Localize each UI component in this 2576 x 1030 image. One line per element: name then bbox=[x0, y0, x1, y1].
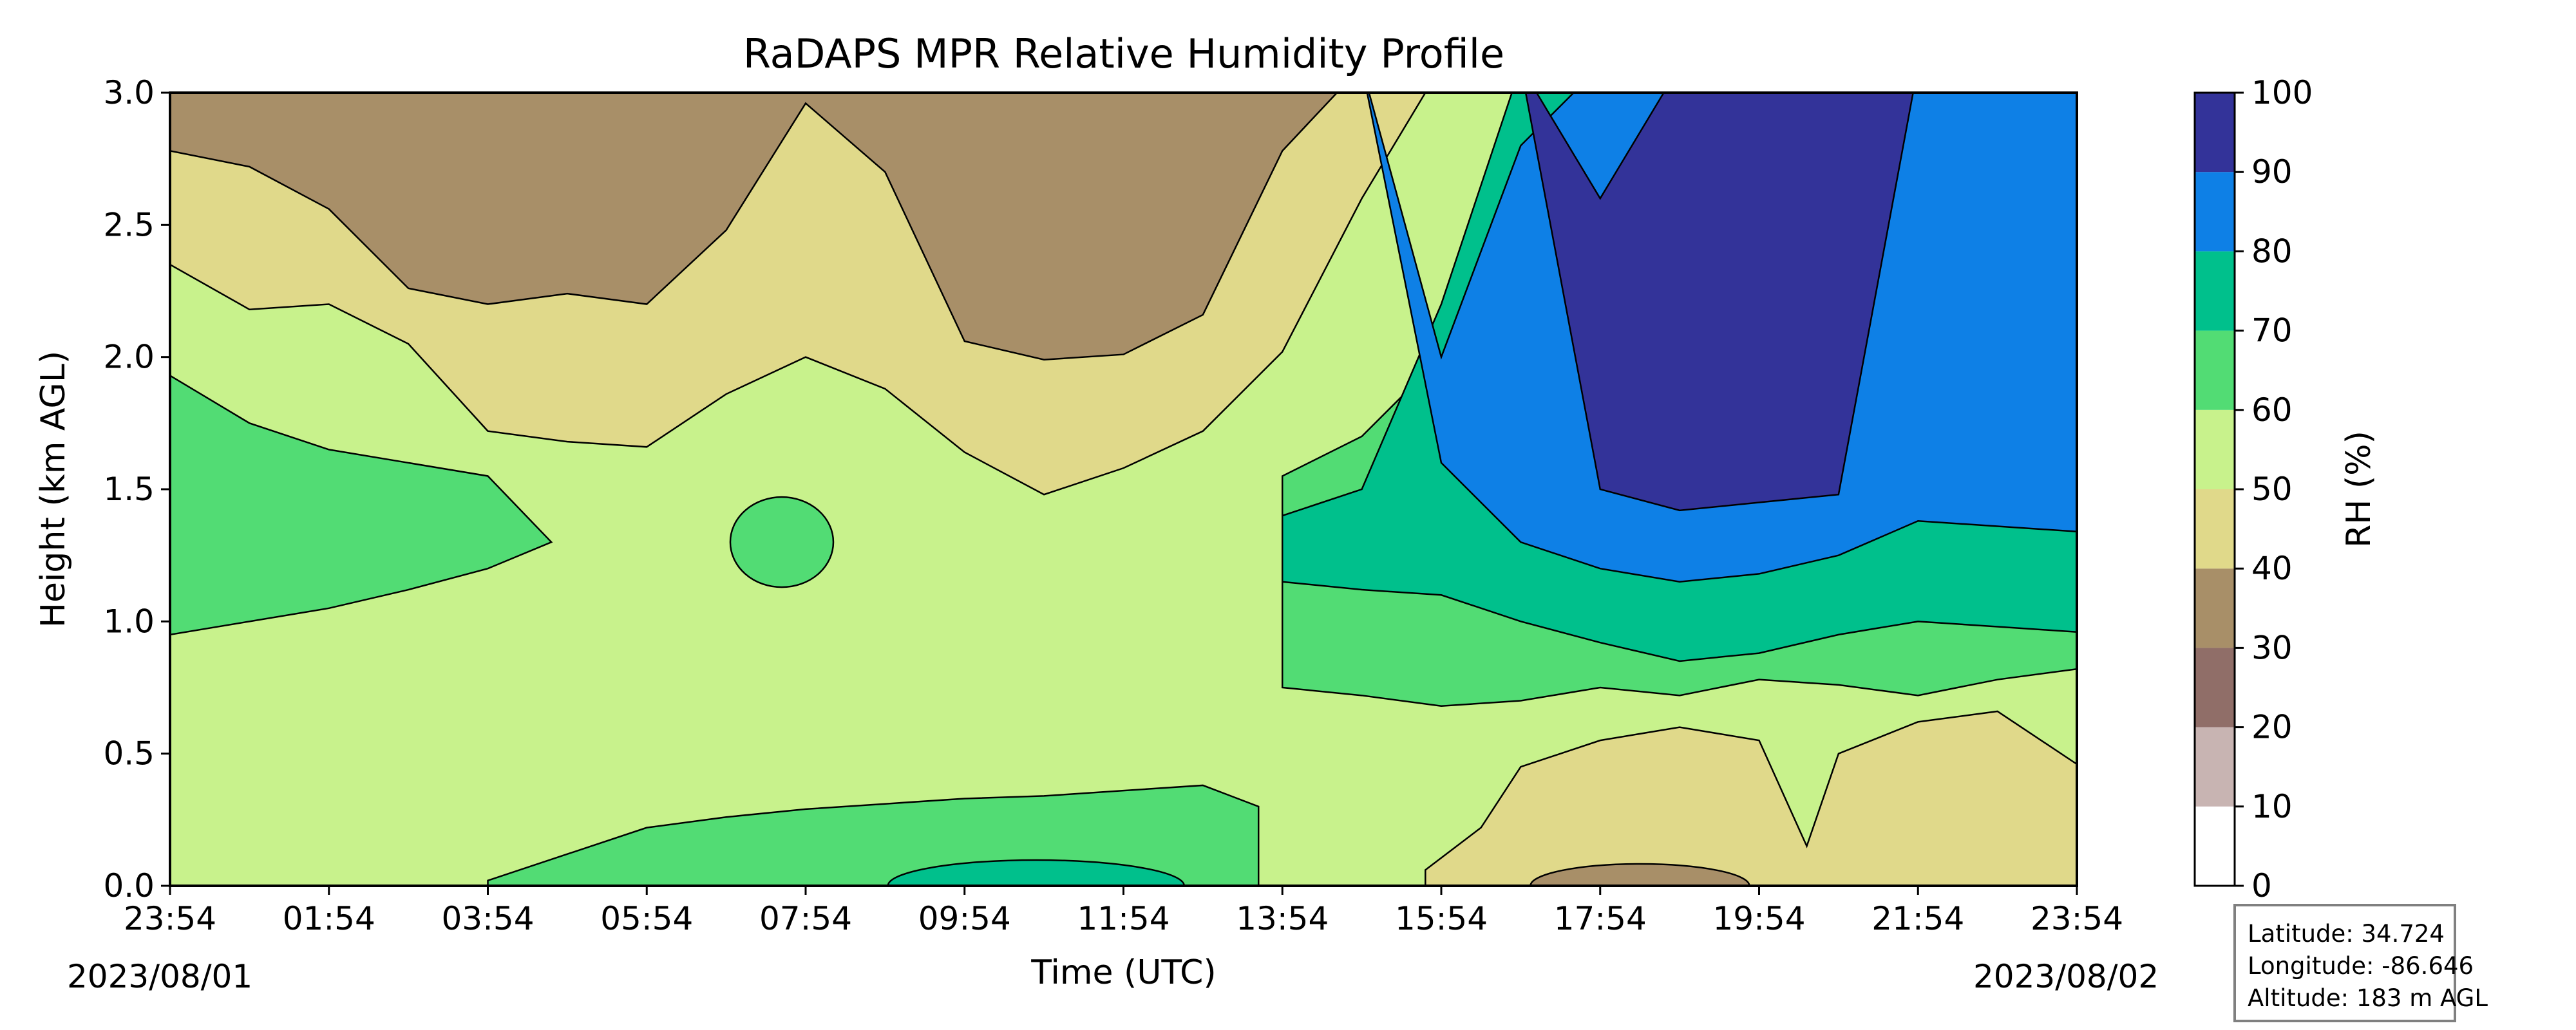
rh-island-60-70 bbox=[729, 496, 835, 588]
colorbar: 0 10 20 30 40 50 60 70 80 90 100 bbox=[2193, 74, 2313, 904]
x-tick-label: 17:54 bbox=[1554, 900, 1647, 937]
colorbar-tick-label: 80 bbox=[2251, 232, 2293, 270]
colorbar-label: RH (%) bbox=[2340, 431, 2378, 548]
y-tick-label: 2.5 bbox=[103, 206, 155, 243]
y-tick-label: 1.5 bbox=[103, 471, 155, 508]
x-tick-label: 01:54 bbox=[283, 900, 375, 937]
rh-band-40-50-surface bbox=[1425, 710, 2077, 886]
colorbar-segment bbox=[2195, 409, 2235, 489]
colorbar-tick-label: 50 bbox=[2251, 471, 2293, 508]
y-tick-label: 3.0 bbox=[103, 74, 155, 111]
rh-band-30-40 bbox=[170, 93, 1338, 361]
x-tick-label: 03:54 bbox=[441, 900, 534, 937]
chart-title: RaDAPS MPR Relative Humidity Profile bbox=[743, 30, 1504, 77]
colorbar-tick-label: 0 bbox=[2251, 867, 2272, 904]
x-tick-label: 09:54 bbox=[918, 900, 1011, 937]
colorbar-tick-label: 70 bbox=[2251, 312, 2293, 350]
plot-area bbox=[170, 93, 2077, 886]
x-tick-label: 13:54 bbox=[1236, 900, 1329, 937]
y-tick-label: 2.0 bbox=[103, 339, 155, 376]
x-tick-label: 07:54 bbox=[759, 900, 852, 937]
x-tick-label: 15:54 bbox=[1395, 900, 1488, 937]
colorbar-segment bbox=[2195, 806, 2235, 886]
y-axis: 0.0 0.5 1.0 1.5 2.0 2.5 3.0 bbox=[103, 74, 170, 904]
colorbar-segment bbox=[2195, 330, 2235, 410]
rh-band-60-70-left bbox=[170, 374, 553, 636]
colorbar-tick-label: 40 bbox=[2251, 550, 2293, 587]
latitude-text: Latitude: 34.724 bbox=[2248, 920, 2445, 948]
colorbar-tick-label: 60 bbox=[2251, 391, 2293, 429]
x-tick-label: 23:54 bbox=[124, 900, 216, 937]
colorbar-segment bbox=[2195, 568, 2235, 648]
y-tick-label: 1.0 bbox=[103, 603, 155, 640]
x-axis: 23:54 01:54 03:54 05:54 07:54 09:54 11:54 13:54… bbox=[124, 886, 2123, 937]
y-tick-label: 0.0 bbox=[103, 867, 155, 904]
colorbar-segment bbox=[2195, 93, 2235, 173]
colorbar-segment bbox=[2195, 251, 2235, 331]
altitude-text: Altitude: 183 m AGL bbox=[2248, 984, 2488, 1012]
colorbar-segment bbox=[2195, 172, 2235, 252]
colorbar-segment bbox=[2195, 648, 2235, 727]
colorbar-segment bbox=[2195, 489, 2235, 569]
colorbar-tick-label: 30 bbox=[2251, 629, 2293, 666]
x-tick-label: 23:54 bbox=[2031, 900, 2123, 937]
colorbar-tick-label: 10 bbox=[2251, 788, 2293, 825]
x-tick-label: 19:54 bbox=[1712, 900, 1805, 937]
end-date-label: 2023/08/02 bbox=[1973, 958, 2159, 995]
x-tick-label: 05:54 bbox=[600, 900, 693, 937]
start-date-label: 2023/08/01 bbox=[67, 958, 253, 995]
colorbar-tick-label: 90 bbox=[2251, 153, 2293, 191]
location-info-box: Latitude: 34.724 Longitude: -86.646 Alti… bbox=[2233, 904, 2488, 1022]
colorbar-tick-label: 20 bbox=[2251, 709, 2293, 746]
longitude-text: Longitude: -86.646 bbox=[2248, 952, 2474, 980]
x-axis-label: Time (UTC) bbox=[1030, 953, 1216, 992]
rh-lens-30-40-surface bbox=[1530, 863, 1750, 886]
x-tick-label: 21:54 bbox=[1871, 900, 1964, 937]
y-tick-label: 0.5 bbox=[103, 735, 155, 772]
x-tick-label: 11:54 bbox=[1077, 900, 1170, 937]
y-axis-label: Height (km AGL) bbox=[34, 351, 73, 628]
colorbar-tick-label: 100 bbox=[2251, 74, 2313, 111]
rh-band-90-100 bbox=[1524, 93, 1914, 512]
colorbar-segment bbox=[2195, 727, 2235, 807]
rh-lens-70-80-surface bbox=[887, 859, 1185, 886]
